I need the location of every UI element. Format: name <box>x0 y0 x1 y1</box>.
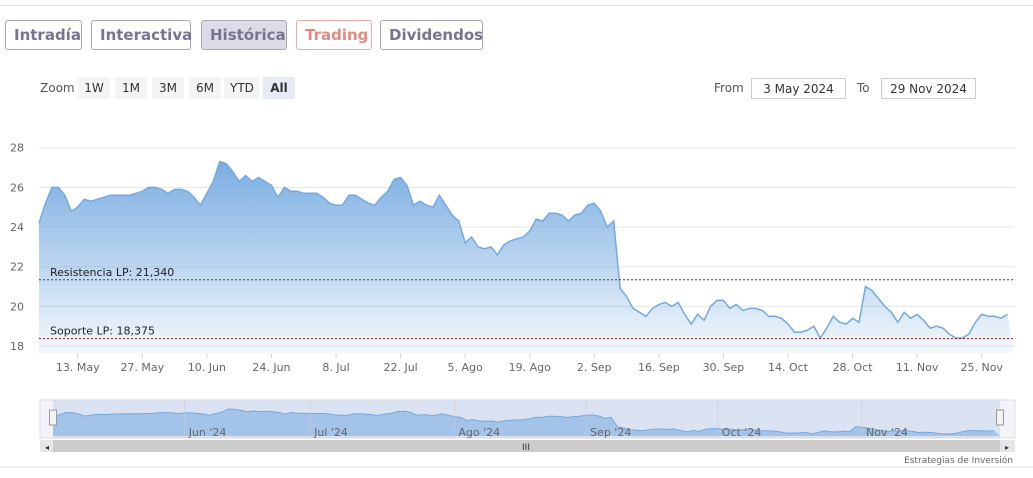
navigator-label: Nov '24 <box>866 426 908 439</box>
x-tick-label: 22. Jul <box>383 361 417 374</box>
x-tick-label: 16. Sep <box>638 361 680 374</box>
x-tick-label: 14. Oct <box>768 361 809 374</box>
zoom-button[interactable]: 6M <box>189 77 221 99</box>
x-tick-label: 24. Jun <box>252 361 290 374</box>
tab[interactable]: Dividendos <box>380 20 483 50</box>
x-tick-label: 11. Nov <box>896 361 939 374</box>
plot-line-label: Resistencia LP: 21,340 <box>50 266 174 279</box>
x-tick-label: 30. Sep <box>703 361 745 374</box>
y-tick-label: 20 <box>10 300 24 313</box>
navigator-handle <box>49 409 57 426</box>
from-input[interactable]: 3 May 2024 <box>751 78 846 99</box>
y-tick-label: 18 <box>10 340 24 353</box>
tab[interactable]: Interactiva <box>91 20 192 50</box>
navigator-label: Oct '24 <box>722 426 762 439</box>
tab[interactable]: Histórica <box>201 20 287 50</box>
line <box>38 160 1008 340</box>
navigator-label: Sep '24 <box>590 426 631 439</box>
navigator-label: Jul '24 <box>313 426 348 439</box>
navigator-area <box>53 409 1000 436</box>
tab[interactable]: Trading <box>296 20 372 50</box>
zoom-button[interactable]: 1W <box>78 77 110 99</box>
zoom-button[interactable]: 1M <box>115 77 147 99</box>
navigator-handle <box>996 409 1004 426</box>
zoom-button[interactable]: 3M <box>152 77 184 99</box>
navigator-mask <box>53 400 1000 438</box>
to-input[interactable]: 29 Nov 2024 <box>881 78 976 99</box>
x-tick-label: 25. Nov <box>960 361 1003 374</box>
tab[interactable]: Intradía <box>5 20 82 50</box>
plot-line-label: Soporte LP: 18,375 <box>50 325 155 338</box>
navigator-bg <box>39 399 1016 439</box>
x-tick-label: 5. Ago <box>448 361 483 374</box>
x-tick-label: 2. Sep <box>577 361 612 374</box>
y-tick-label: 22 <box>10 261 24 274</box>
navigator-label: Jun '24 <box>188 426 227 439</box>
x-tick-label: 8. Jul <box>322 361 349 374</box>
x-tick-label: 27. May <box>120 361 164 374</box>
top-border <box>0 5 1033 6</box>
x-tick-label: 13. May <box>56 361 100 374</box>
y-tick-label: 24 <box>10 221 24 234</box>
area <box>39 161 1014 353</box>
zoom-button[interactable]: All <box>263 77 295 99</box>
scrollbar <box>40 440 1015 452</box>
from-label: From <box>714 81 744 95</box>
scrollbar-thumb <box>53 440 1000 452</box>
footer: Estrategias de Inversión <box>904 455 1013 466</box>
scroll-left: ◂ <box>45 443 49 452</box>
y-tick-label: 28 <box>10 142 24 155</box>
x-tick-label: 28. Oct <box>833 361 874 374</box>
navigator-line <box>52 408 994 435</box>
y-tick-label: 26 <box>10 181 24 194</box>
zoom-label: Zoom <box>40 81 75 95</box>
scroll-right: ▸ <box>1005 443 1009 452</box>
x-tick-label: 19. Ago <box>509 361 551 374</box>
navigator-label: Ago '24 <box>458 426 500 439</box>
zoom-button[interactable]: YTD <box>224 77 259 99</box>
scroll-grip: III <box>522 443 530 453</box>
x-tick-label: 10. Jun <box>188 361 226 374</box>
to-label: To <box>857 81 870 95</box>
